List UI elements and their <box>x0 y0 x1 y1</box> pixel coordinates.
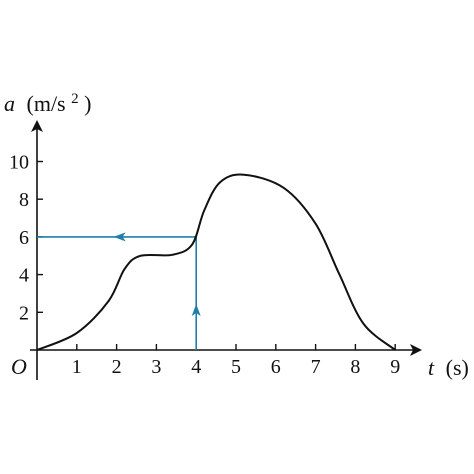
y-axis-label: a (m/s 2 ) <box>4 83 91 116</box>
y-axis-unit-exponent: 2 <box>71 91 79 107</box>
x-tick-label: 6 <box>271 356 281 378</box>
y-axis-unit-close: ) <box>84 91 91 116</box>
x-tick-label: 4 <box>191 356 201 378</box>
x-tick-label: 9 <box>390 356 400 378</box>
read-off-left-arrow <box>113 232 126 242</box>
y-axis-unit: (m/s <box>27 91 66 116</box>
x-tick-label: 8 <box>350 356 360 378</box>
x-ticks: 1 2 3 4 5 6 7 8 9 <box>72 344 400 378</box>
y-tick-label: 10 <box>9 152 29 174</box>
y-ticks: 2 4 6 8 10 <box>9 152 43 324</box>
x-tick-label: 2 <box>112 356 122 378</box>
x-tick-label: 3 <box>151 356 161 378</box>
acceleration-curve <box>36 173 396 351</box>
y-tick-label: 2 <box>19 302 29 324</box>
x-axis-unit: (s) <box>446 355 469 380</box>
x-tick-label: 7 <box>311 356 321 378</box>
axes <box>30 120 422 380</box>
x-axis-label: t (s) <box>428 355 469 380</box>
y-axis-symbol: a <box>4 91 15 116</box>
x-tick-label: 1 <box>72 356 82 378</box>
x-tick-label: 5 <box>231 356 241 378</box>
y-tick-label: 4 <box>19 265 29 287</box>
origin-label: O <box>11 354 27 379</box>
y-tick-label: 8 <box>19 189 29 211</box>
read-off-up-arrow <box>191 304 201 316</box>
x-axis-symbol: t <box>428 355 435 380</box>
read-off-annotation <box>37 232 201 350</box>
y-tick-label: 6 <box>19 227 29 249</box>
